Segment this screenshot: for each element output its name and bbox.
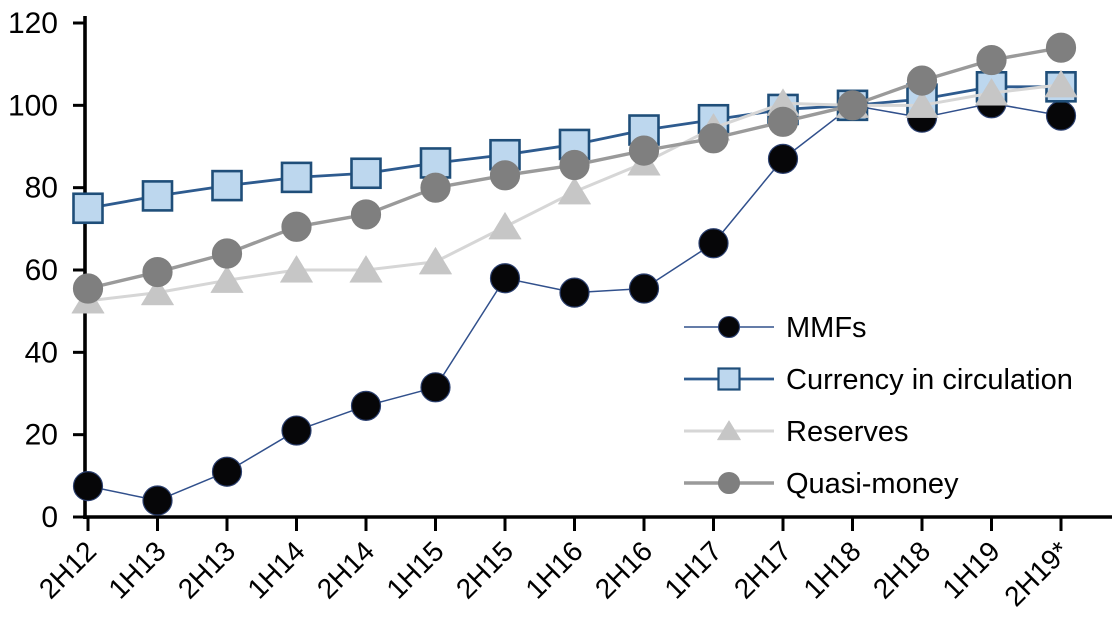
y-tick-label: 40	[25, 336, 58, 369]
marker-mmfs	[559, 277, 590, 308]
marker-currency-in-circulation	[211, 169, 243, 202]
marker-mmfs	[420, 372, 451, 403]
x-tick-label: 1H17	[658, 535, 727, 604]
marker-reserves	[488, 211, 522, 240]
marker-currency-in-circulation	[141, 180, 174, 212]
y-tick-label: 120	[8, 7, 58, 40]
marker-reserves	[1044, 69, 1078, 98]
marker-quasi-money	[628, 135, 660, 166]
legend: MMFs Currency in circulation Reserves Quasi…	[684, 312, 1073, 500]
marker-quasi-money	[281, 211, 312, 242]
x-tick-label: 2H18	[867, 535, 936, 604]
marker-mmfs	[72, 471, 104, 502]
legend-marker-reserves	[716, 420, 742, 441]
marker-reserves	[140, 277, 175, 306]
marker-quasi-money	[1045, 32, 1077, 63]
marker-reserves	[418, 246, 453, 275]
marker-reserves	[974, 78, 1009, 106]
y-tick-label: 100	[8, 89, 58, 122]
marker-quasi-money	[837, 90, 868, 121]
y-tick-label: 20	[25, 419, 58, 452]
x-tick-label: 2H15	[450, 535, 519, 604]
x-tick-label: 1H16	[519, 535, 588, 604]
marker-reserves	[210, 265, 244, 293]
marker-currency-in-circulation	[280, 161, 313, 194]
x-tick-label: 2H13	[172, 535, 241, 604]
marker-quasi-money	[559, 149, 590, 181]
marker-mmfs	[628, 273, 660, 304]
marker-mmfs	[489, 263, 521, 294]
legend-item-currency-in-circulation: Currency in circulation	[684, 364, 1073, 396]
x-tick-label: 2H17	[728, 535, 797, 604]
marker-quasi-money	[420, 172, 451, 203]
legend-marker-currency-in-circulation	[717, 367, 741, 391]
x-tick-label: 1H13	[102, 535, 171, 604]
x-tick-label: 1H15	[380, 535, 449, 604]
series-quasi-money	[72, 32, 1077, 304]
legend-marker-quasi-money	[717, 471, 741, 495]
marker-reserves	[279, 255, 314, 283]
marker-quasi-money	[142, 256, 173, 288]
marker-mmfs	[767, 143, 799, 174]
marker-mmfs	[1045, 100, 1077, 131]
x-tick-label: 1H14	[241, 535, 310, 604]
marker-reserves	[557, 176, 592, 205]
marker-mmfs	[698, 228, 729, 259]
marker-quasi-money	[698, 123, 729, 154]
legend-marker-mmfs	[717, 315, 741, 339]
legend-label-mmfs: MMFs	[786, 312, 867, 344]
legend-item-mmfs: MMFs	[684, 312, 867, 344]
series-mmfs	[72, 88, 1077, 516]
marker-quasi-money	[72, 273, 104, 304]
marker-reserves	[349, 255, 383, 283]
x-tick-label: 2H19*	[998, 535, 1075, 612]
marker-quasi-money	[976, 44, 1007, 76]
x-tick-label: 2H14	[311, 535, 380, 604]
legend-label-currency-in-circulation: Currency in circulation	[786, 364, 1073, 396]
y-tick-label: 0	[41, 501, 58, 534]
marker-mmfs	[350, 390, 382, 421]
legend-item-reserves: Reserves	[684, 416, 909, 448]
marker-reserves	[905, 90, 939, 118]
marker-quasi-money	[489, 160, 521, 191]
marker-quasi-money	[350, 199, 382, 230]
marker-mmfs	[142, 485, 173, 516]
x-tick-label: 2H16	[589, 535, 658, 604]
marker-quasi-money	[906, 65, 938, 96]
y-tick-label: 80	[25, 172, 58, 205]
marker-mmfs	[211, 456, 243, 487]
marker-mmfs	[281, 415, 312, 446]
x-tick-label: 1H18	[797, 535, 866, 604]
legend-label-quasi-money: Quasi-money	[786, 468, 959, 500]
marker-quasi-money	[211, 238, 243, 269]
marker-quasi-money	[767, 106, 799, 137]
x-tick-label: 2H12	[33, 535, 102, 604]
legend-label-reserves: Reserves	[786, 416, 909, 448]
y-tick-label: 60	[25, 254, 58, 287]
x-tick-label: 1H19	[936, 535, 1005, 604]
marker-currency-in-circulation	[350, 157, 382, 190]
legend-item-quasi-money: Quasi-money	[684, 468, 959, 500]
marker-currency-in-circulation	[72, 192, 104, 225]
